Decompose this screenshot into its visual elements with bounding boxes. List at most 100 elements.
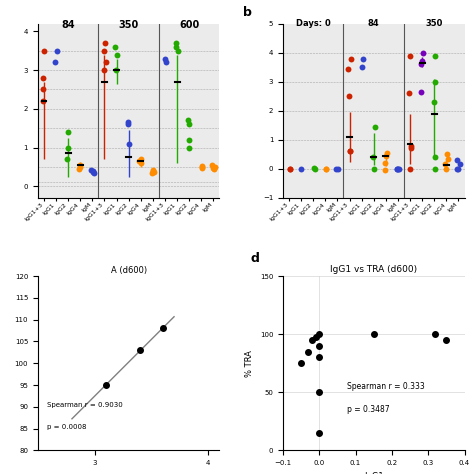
Point <box>76 161 84 169</box>
Point <box>149 167 156 174</box>
Text: Spearman r = 0.333: Spearman r = 0.333 <box>346 383 424 392</box>
Point <box>305 348 312 356</box>
Point <box>76 163 83 171</box>
Point <box>316 330 323 338</box>
Point <box>198 163 206 171</box>
Point <box>286 165 294 173</box>
Point <box>454 156 461 164</box>
Point <box>441 161 449 168</box>
Point <box>393 165 401 173</box>
Point <box>173 43 180 51</box>
Point <box>456 161 464 168</box>
Point <box>359 55 367 62</box>
Text: 84: 84 <box>368 19 380 28</box>
Point <box>308 336 316 344</box>
Point <box>89 167 97 174</box>
Point <box>185 136 193 144</box>
Point <box>148 169 156 176</box>
Point <box>136 346 144 354</box>
Point <box>383 152 390 160</box>
Point <box>41 47 48 55</box>
Point <box>161 55 169 62</box>
Text: 600: 600 <box>179 19 200 29</box>
Point <box>358 64 365 71</box>
Point <box>395 165 403 173</box>
Point <box>102 59 109 66</box>
Point <box>113 51 120 58</box>
Text: Days: 0: Days: 0 <box>296 19 331 28</box>
Point <box>286 165 294 173</box>
Point <box>347 55 355 62</box>
Point <box>432 52 439 59</box>
Point <box>455 165 462 173</box>
Point <box>382 159 389 167</box>
Point <box>443 336 450 344</box>
Point <box>405 90 413 97</box>
Point <box>393 165 401 173</box>
Point <box>316 389 323 396</box>
Point <box>333 165 340 173</box>
Text: p = 0.3487: p = 0.3487 <box>346 405 389 414</box>
Text: b: b <box>243 6 252 19</box>
Point <box>297 359 305 367</box>
Point <box>101 39 109 47</box>
Point <box>322 165 329 173</box>
Point <box>185 120 193 128</box>
Point <box>312 333 319 340</box>
Point <box>444 155 451 163</box>
Point <box>431 154 438 161</box>
Point <box>149 166 157 174</box>
Point <box>430 98 438 106</box>
Point <box>75 165 83 173</box>
Point <box>64 128 71 136</box>
Point <box>406 52 414 59</box>
Y-axis label: % TRA: % TRA <box>245 350 254 377</box>
Point <box>90 169 98 176</box>
Point <box>198 164 205 172</box>
Text: d: d <box>250 252 259 265</box>
Point <box>316 342 323 350</box>
Point <box>394 165 402 173</box>
Point <box>100 47 108 55</box>
Point <box>431 78 439 85</box>
Point <box>431 165 438 173</box>
Point <box>383 149 391 156</box>
Point <box>163 59 170 66</box>
Point <box>316 429 323 437</box>
Point <box>322 165 330 173</box>
Text: 84: 84 <box>61 19 75 29</box>
Point <box>64 155 71 163</box>
Point <box>102 381 110 389</box>
Text: p = 0.0008: p = 0.0008 <box>47 424 86 430</box>
Point <box>124 120 132 128</box>
Point <box>370 330 378 338</box>
Point <box>370 154 377 161</box>
Point <box>370 165 377 173</box>
Point <box>442 165 449 173</box>
Text: Spearman r = 0.9030: Spearman r = 0.9030 <box>47 402 123 408</box>
Point <box>345 65 352 73</box>
Point <box>185 144 192 151</box>
Text: 350: 350 <box>426 19 443 28</box>
Point <box>54 47 61 55</box>
Point <box>382 166 389 174</box>
Point <box>125 140 133 147</box>
Point <box>418 88 425 96</box>
Point <box>454 165 461 173</box>
Point <box>52 59 59 66</box>
Point <box>100 66 108 74</box>
Point <box>334 165 341 173</box>
Point <box>444 151 451 158</box>
Point <box>39 97 46 105</box>
Point <box>39 86 46 93</box>
Point <box>136 157 143 165</box>
Point <box>371 123 378 130</box>
Point <box>39 74 47 82</box>
Point <box>159 325 166 332</box>
Point <box>150 168 158 175</box>
Title: A (d600): A (d600) <box>110 266 147 275</box>
Point <box>184 117 192 124</box>
Point <box>208 161 216 169</box>
Point <box>345 92 353 100</box>
Point <box>417 61 425 68</box>
